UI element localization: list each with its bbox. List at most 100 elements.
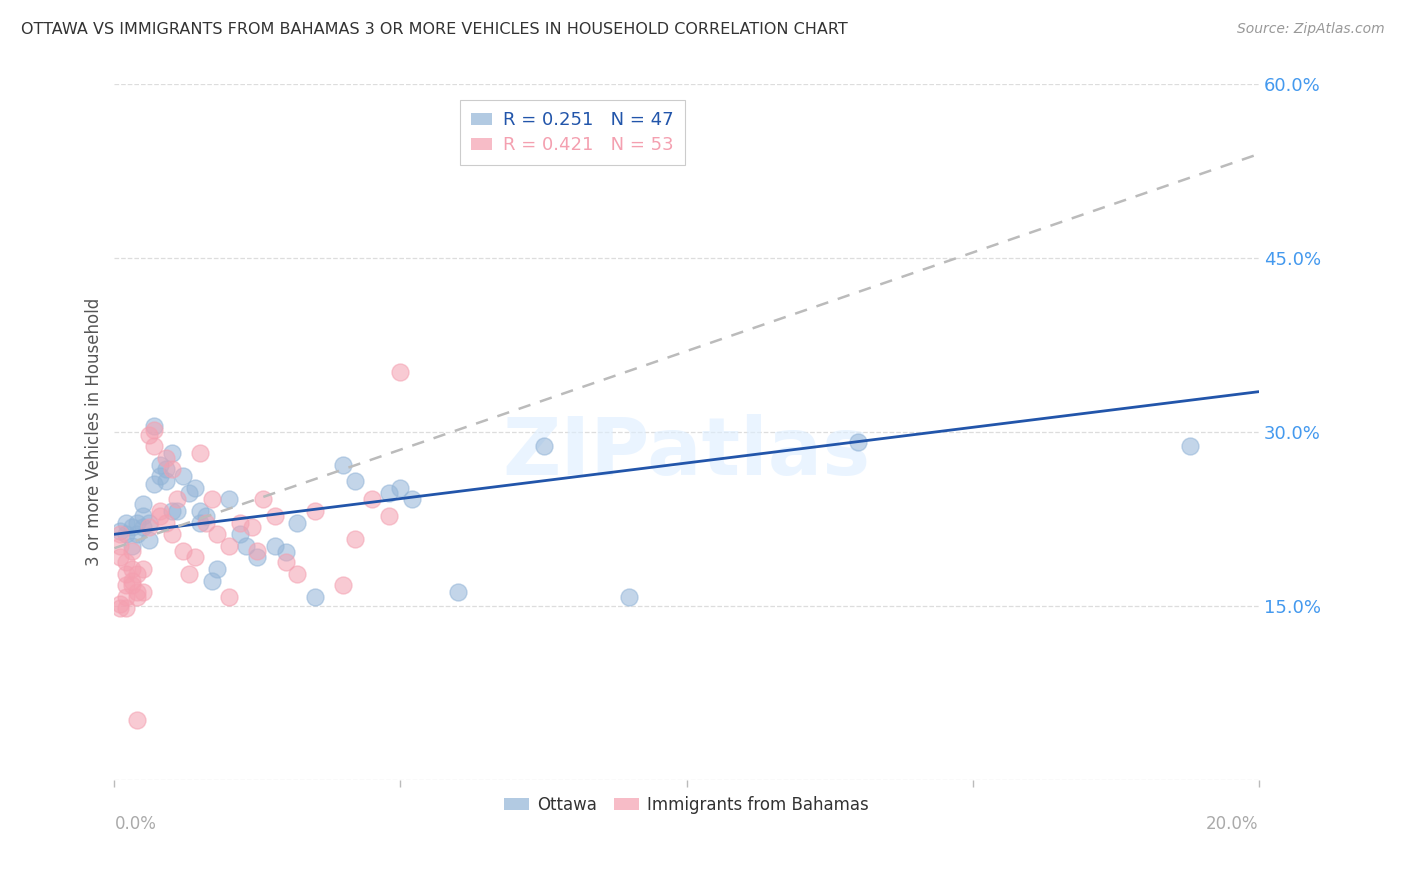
Point [166, 504, 188, 518]
Point [160, 446, 183, 460]
Point [160, 527, 183, 541]
Point [138, 533, 160, 547]
Point [149, 469, 172, 483]
Point [108, 527, 131, 541]
Point [143, 477, 166, 491]
Point [229, 527, 252, 541]
Point [274, 544, 297, 558]
Point [619, 590, 641, 604]
Point [143, 423, 166, 437]
Point [188, 446, 211, 460]
Point [115, 566, 138, 581]
Point [194, 508, 217, 523]
Point [115, 516, 138, 530]
Point [274, 555, 297, 569]
Point [389, 481, 412, 495]
Point [143, 419, 166, 434]
Point [246, 550, 269, 565]
Point [149, 508, 172, 523]
Point [343, 474, 366, 488]
Point [1178, 439, 1201, 453]
Point [115, 555, 138, 569]
Text: ZIPatlas: ZIPatlas [502, 414, 870, 492]
Point [108, 597, 131, 611]
Point [177, 566, 200, 581]
Point [218, 492, 240, 507]
Point [183, 550, 205, 565]
Point [121, 578, 143, 592]
Text: 20.0%: 20.0% [1206, 814, 1258, 833]
Point [143, 439, 166, 453]
Point [218, 590, 240, 604]
Point [252, 492, 274, 507]
Point [263, 539, 285, 553]
Point [287, 516, 309, 530]
Point [121, 539, 143, 553]
Point [121, 574, 143, 588]
Point [108, 524, 131, 538]
Point [378, 485, 401, 500]
Point [132, 508, 155, 523]
Point [155, 462, 177, 476]
Point [132, 585, 155, 599]
Point [304, 590, 326, 604]
Point [115, 527, 138, 541]
Point [108, 539, 131, 553]
Text: OTTAWA VS IMMIGRANTS FROM BAHAMAS 3 OR MORE VEHICLES IN HOUSEHOLD CORRELATION CH: OTTAWA VS IMMIGRANTS FROM BAHAMAS 3 OR M… [21, 22, 848, 37]
Point [177, 485, 200, 500]
Point [132, 520, 155, 534]
Point [235, 539, 257, 553]
Point [240, 520, 263, 534]
Point [389, 365, 412, 379]
Point [127, 527, 149, 541]
Point [127, 713, 149, 727]
Point [127, 590, 149, 604]
Point [229, 516, 252, 530]
Point [155, 474, 177, 488]
Point [207, 562, 229, 576]
Point [121, 562, 143, 576]
Point [138, 427, 160, 442]
Point [108, 550, 131, 565]
Point [378, 508, 401, 523]
Point [218, 539, 240, 553]
Point [172, 543, 194, 558]
Point [263, 508, 285, 523]
Text: 0.0%: 0.0% [114, 814, 156, 833]
Point [332, 458, 354, 472]
Point [360, 492, 382, 507]
Point [166, 492, 188, 507]
Point [533, 439, 555, 453]
Point [188, 504, 211, 518]
Point [138, 516, 160, 530]
Point [155, 516, 177, 530]
Point [332, 578, 354, 592]
Point [115, 601, 138, 615]
Point [121, 543, 143, 558]
Point [127, 516, 149, 530]
Point [183, 481, 205, 495]
Point [132, 562, 155, 576]
Point [149, 504, 172, 518]
Point [304, 504, 326, 518]
Legend: Ottawa, Immigrants from Bahamas: Ottawa, Immigrants from Bahamas [498, 789, 876, 821]
Point [246, 543, 269, 558]
Point [127, 585, 149, 599]
Point [160, 462, 183, 476]
Point [127, 566, 149, 581]
Point [201, 574, 224, 588]
Point [155, 450, 177, 465]
Point [201, 492, 224, 507]
Point [207, 527, 229, 541]
Point [401, 492, 423, 507]
Point [846, 434, 869, 449]
Point [194, 516, 217, 530]
Point [188, 516, 211, 530]
Point [115, 578, 138, 592]
Point [115, 590, 138, 604]
Point [138, 520, 160, 534]
Point [343, 532, 366, 546]
Point [149, 458, 172, 472]
Point [447, 585, 470, 599]
Point [172, 469, 194, 483]
